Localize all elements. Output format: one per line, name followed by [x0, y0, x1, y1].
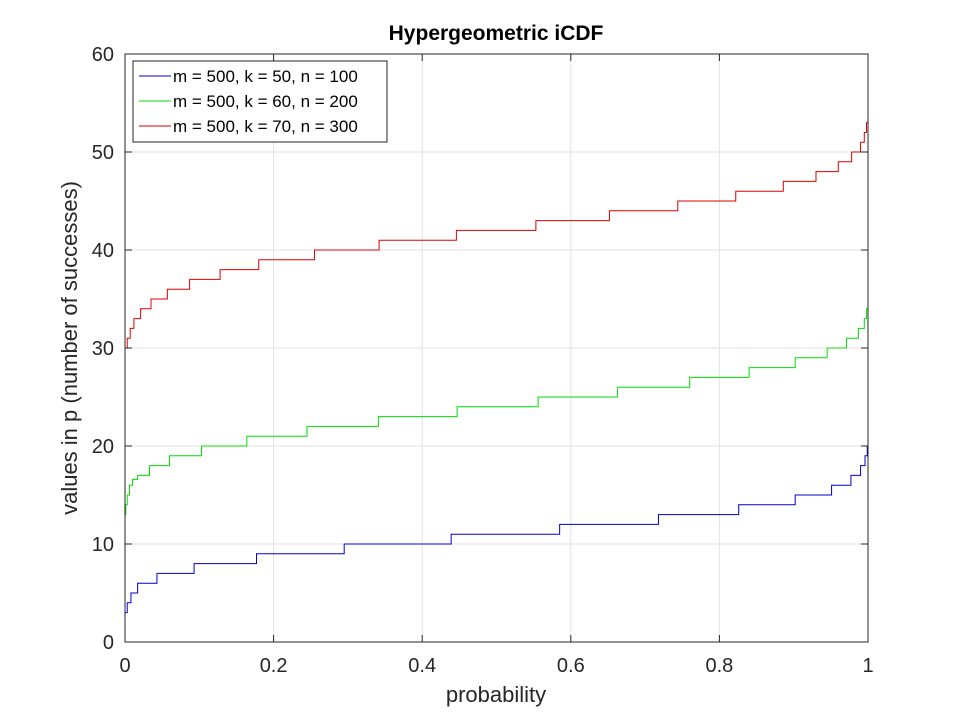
y-tick-label: 10 — [92, 534, 114, 556]
x-tick-label: 1 — [862, 655, 873, 677]
legend-label-3: m = 500, k = 70, n = 300 — [173, 117, 358, 136]
y-tick-label: 60 — [92, 44, 114, 66]
x-axis-label: probability — [446, 682, 546, 707]
chart-title: Hypergeometric iCDF — [389, 22, 604, 45]
legend: m = 500, k = 50, n = 100 m = 500, k = 60,… — [132, 60, 388, 143]
y-tick-label: 20 — [92, 436, 114, 458]
legend-label-2: m = 500, k = 60, n = 200 — [173, 92, 358, 111]
y-axis-label: values in p (number of successes) — [57, 181, 82, 515]
series-lines — [125, 122, 869, 614]
y-tick-label: 50 — [92, 142, 114, 164]
x-tick-label: 0.8 — [705, 655, 733, 677]
grid — [125, 54, 868, 642]
legend-label-1: m = 500, k = 50, n = 100 — [173, 67, 358, 86]
y-tick-label: 30 — [92, 338, 114, 360]
x-tick-label: 0 — [119, 655, 130, 677]
series-line-3 — [125, 122, 868, 349]
legend-box — [132, 60, 388, 143]
series-line-1 — [125, 445, 868, 614]
y-tick-label: 0 — [103, 632, 114, 654]
series-line-2 — [125, 299, 869, 516]
x-tick-label: 0.2 — [260, 655, 288, 677]
x-tick-label: 0.4 — [408, 655, 436, 677]
y-tick-label: 40 — [92, 240, 114, 262]
x-tick-label: 0.6 — [557, 655, 585, 677]
